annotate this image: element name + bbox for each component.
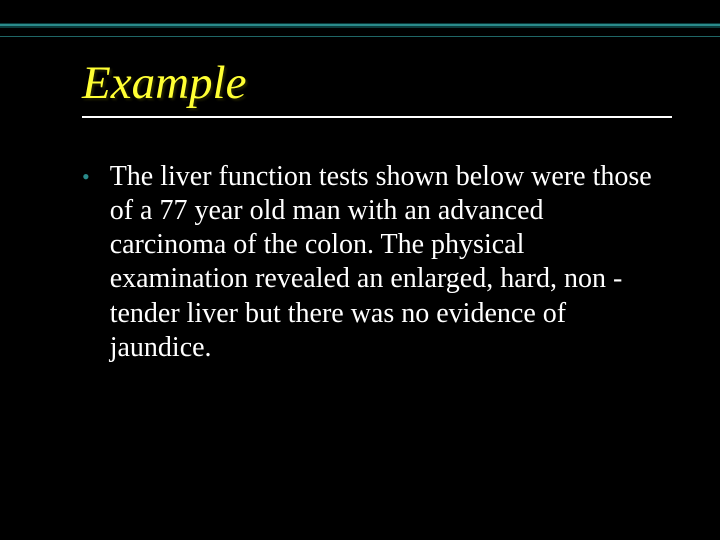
slide-title: Example <box>82 56 246 110</box>
title-underline <box>82 116 672 118</box>
decorative-rule-top <box>0 24 720 26</box>
decorative-rule-secondary <box>0 36 720 37</box>
content-block: • The liver function tests shown below w… <box>82 160 660 365</box>
bullet-icon: • <box>82 160 90 194</box>
body-text: The liver function tests shown below wer… <box>110 160 660 365</box>
